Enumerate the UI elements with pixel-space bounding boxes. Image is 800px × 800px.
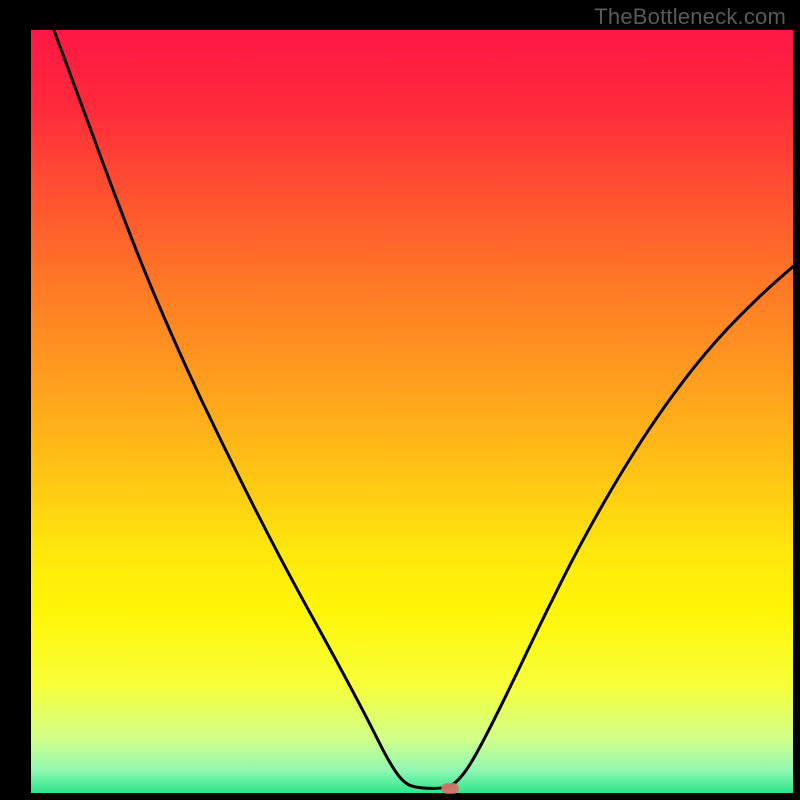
plot-area (31, 30, 793, 793)
chart-stage: TheBottleneck.com (0, 0, 800, 800)
watermark-text: TheBottleneck.com (594, 4, 786, 30)
